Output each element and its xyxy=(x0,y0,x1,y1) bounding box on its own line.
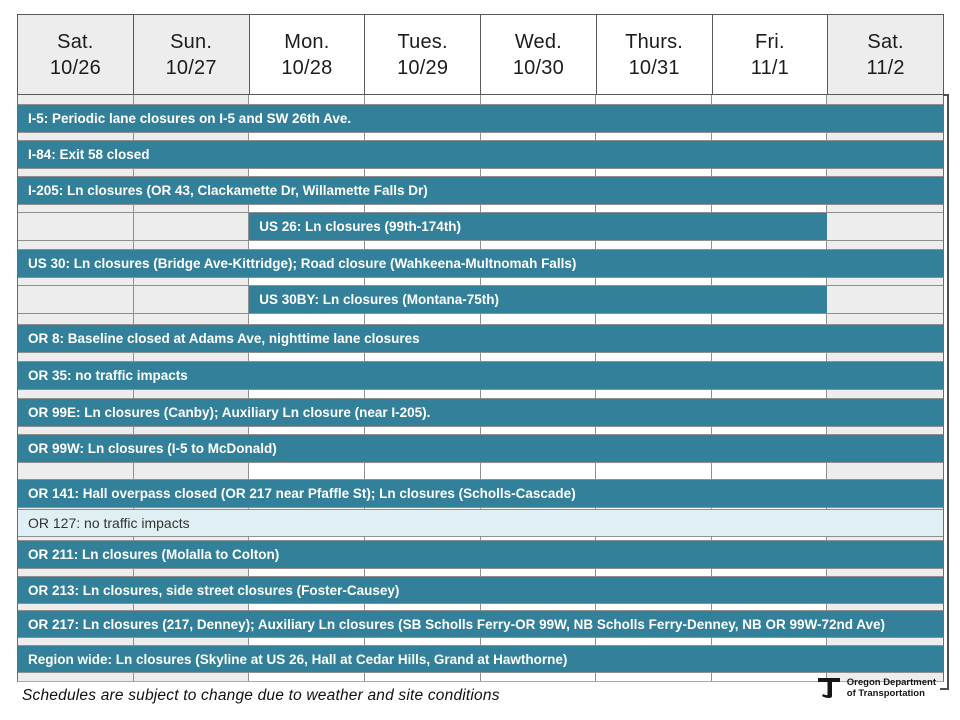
right-bracket-top-tick xyxy=(943,94,949,96)
closure-label: I-5: Periodic lane closures on I-5 and S… xyxy=(28,111,352,126)
day-name: Sat. xyxy=(867,30,904,53)
closure-label: I-84: Exit 58 closed xyxy=(28,147,150,162)
day-name: Tues. xyxy=(397,30,448,53)
schedule-row: OR 217: Ln closures (217, Denney); Auxil… xyxy=(18,610,943,638)
closure-label: Region wide: Ln closures (Skyline at US … xyxy=(28,651,568,667)
closure-bar: OR 217: Ln closures (217, Denney); Auxil… xyxy=(18,611,943,637)
day-name: Mon. xyxy=(284,30,330,53)
closure-label: US 30: Ln closures (Bridge Ave-Kittridge… xyxy=(28,256,577,271)
closure-label: US 30BY: Ln closures (Montana-75th) xyxy=(259,292,500,307)
closure-label: OR 8: Baseline closed at Adams Ave, nigh… xyxy=(28,331,420,346)
closure-bar: I-5: Periodic lane closures on I-5 and S… xyxy=(18,105,943,132)
right-bracket-bottom-tick xyxy=(940,688,949,690)
day-name: Sat. xyxy=(57,30,94,53)
closure-label: OR 217: Ln closures (217, Denney); Auxil… xyxy=(28,616,885,632)
closure-bar: OR 211: Ln closures (Molalla to Colton) xyxy=(18,541,943,568)
schedule-row: US 26: Ln closures (99th-174th) xyxy=(18,212,943,241)
day-header-cell: Sat. 11/2 xyxy=(828,15,943,94)
closure-label: OR 141: Hall overpass closed (OR 217 nea… xyxy=(28,486,576,501)
day-name: Wed. xyxy=(514,30,562,53)
closure-bar: Region wide: Ln closures (Skyline at US … xyxy=(18,646,943,672)
schedule-disclaimer-note: Schedules are subject to change due to w… xyxy=(22,687,500,704)
day-date: 11/2 xyxy=(866,56,905,79)
closure-bar: US 26: Ln closures (99th-174th) xyxy=(249,213,828,240)
schedule-row: US 30: Ln closures (Bridge Ave-Kittridge… xyxy=(18,249,943,278)
schedule-row: OR 8: Baseline closed at Adams Ave, nigh… xyxy=(18,324,943,353)
schedule-grid: I-5: Periodic lane closures on I-5 and S… xyxy=(17,95,944,682)
schedule-row: OR 213: Ln closures, side street closure… xyxy=(18,576,943,604)
closure-bar: I-205: Ln closures (OR 43, Clackamette D… xyxy=(18,177,943,204)
day-date: 10/27 xyxy=(165,56,217,79)
day-date: 10/26 xyxy=(49,56,101,79)
odot-logo-text-line2: of Transportation xyxy=(846,688,925,699)
odot-logo: Oregon Department of Transportation xyxy=(816,676,936,700)
day-date: 11/1 xyxy=(750,56,789,79)
closure-label: OR 35: no traffic impacts xyxy=(28,368,188,383)
schedule-row: OR 127: no traffic impacts xyxy=(18,509,943,537)
day-date: 10/28 xyxy=(281,56,333,79)
closure-bar: OR 213: Ln closures, side street closure… xyxy=(18,577,943,603)
day-name: Fri. xyxy=(755,30,785,53)
date-header-row: Sat. 10/26 Sun. 10/27 Mon. 10/28 Tues. 10/29 Wed… xyxy=(17,14,944,95)
closure-bar: OR 99E: Ln closures (Canby); Auxiliary L… xyxy=(18,399,943,426)
schedule-row: I-5: Periodic lane closures on I-5 and S… xyxy=(18,104,943,133)
closure-bar: I-84: Exit 58 closed xyxy=(18,141,943,168)
closure-bar: US 30BY: Ln closures (Montana-75th) xyxy=(249,286,828,313)
day-header-cell: Sun. 10/27 xyxy=(133,15,250,94)
closure-label: OR 127: no traffic impacts xyxy=(28,515,190,531)
day-name: Thurs. xyxy=(625,30,684,53)
schedule-row: OR 35: no traffic impacts xyxy=(18,361,943,390)
closure-bar: OR 99W: Ln closures (I-5 to McDonald) xyxy=(18,435,943,462)
odot-logo-icon xyxy=(817,678,840,698)
schedule-row: Region wide: Ln closures (Skyline at US … xyxy=(18,645,943,673)
day-header-cell: Mon. 10/28 xyxy=(250,15,366,94)
closure-label: OR 211: Ln closures (Molalla to Colton) xyxy=(28,547,280,562)
day-header-cell: Tues. 10/29 xyxy=(365,15,481,94)
odot-logo-text: Oregon Department of Transportation xyxy=(847,677,936,699)
closure-label: OR 99E: Ln closures (Canby); Auxiliary L… xyxy=(28,405,431,420)
right-bracket-line xyxy=(947,95,949,690)
schedule-row: I-205: Ln closures (OR 43, Clackamette D… xyxy=(18,176,943,205)
schedule-row: OR 99W: Ln closures (I-5 to McDonald) xyxy=(18,434,943,463)
day-header-cell: Fri. 11/1 xyxy=(713,15,829,94)
closure-label: I-205: Ln closures (OR 43, Clackamette D… xyxy=(28,183,428,198)
closure-bar: OR 141: Hall overpass closed (OR 217 nea… xyxy=(18,480,943,507)
schedule-row: I-84: Exit 58 closed xyxy=(18,140,943,169)
closure-label: OR 99W: Ln closures (I-5 to McDonald) xyxy=(28,441,277,456)
day-header-cell: Wed. 10/30 xyxy=(481,15,597,94)
closure-bar: US 30: Ln closures (Bridge Ave-Kittridge… xyxy=(18,250,943,277)
day-date: 10/31 xyxy=(628,56,680,79)
closure-bar: OR 127: no traffic impacts xyxy=(18,510,943,536)
closure-bar: OR 8: Baseline closed at Adams Ave, nigh… xyxy=(18,325,943,352)
day-header-cell: Thurs. 10/31 xyxy=(597,15,713,94)
closure-label: US 26: Ln closures (99th-174th) xyxy=(259,219,462,234)
schedule-row: OR 99E: Ln closures (Canby); Auxiliary L… xyxy=(18,398,943,427)
day-header-cell: Sat. 10/26 xyxy=(18,15,134,94)
schedule-row: US 30BY: Ln closures (Montana-75th) xyxy=(18,285,943,314)
closure-label: OR 213: Ln closures, side street closure… xyxy=(28,582,400,598)
odot-logo-text-line1: Oregon Department xyxy=(846,677,936,688)
schedule-row: OR 141: Hall overpass closed (OR 217 nea… xyxy=(18,479,943,508)
day-date: 10/30 xyxy=(512,56,564,79)
closure-bar: OR 35: no traffic impacts xyxy=(18,362,943,389)
day-date: 10/29 xyxy=(397,56,449,79)
day-name: Sun. xyxy=(170,30,213,53)
schedule-row: OR 211: Ln closures (Molalla to Colton) xyxy=(18,540,943,569)
